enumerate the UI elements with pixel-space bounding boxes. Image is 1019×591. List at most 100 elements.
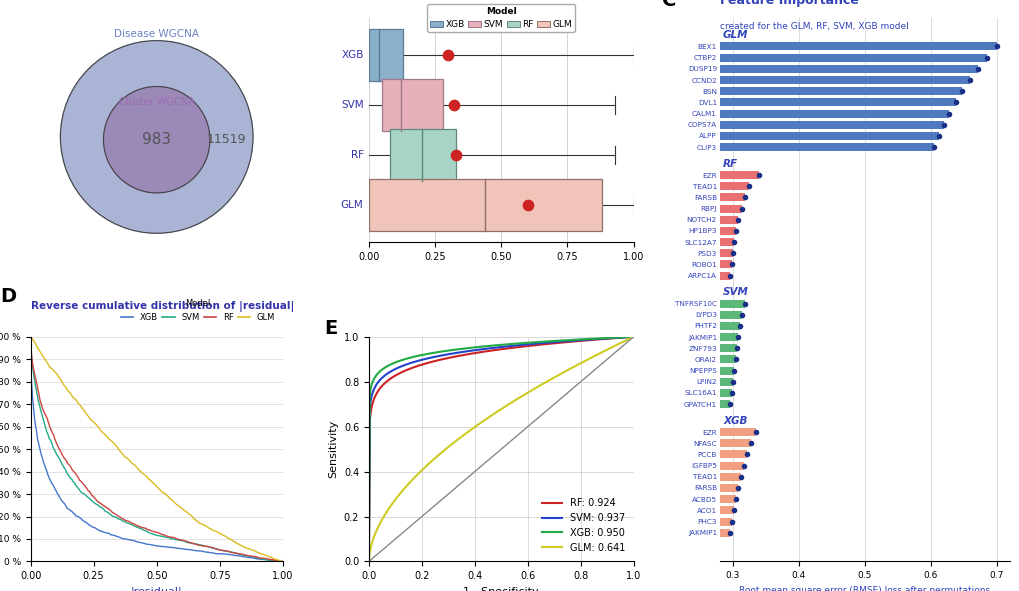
SVM <box>270 557 282 564</box>
Line: XGB: XGB <box>31 337 282 561</box>
Point <box>733 204 749 213</box>
Point <box>730 483 746 493</box>
Bar <box>719 182 749 190</box>
Bar <box>719 76 969 84</box>
Text: 983: 983 <box>142 132 171 147</box>
GLM <box>24 333 37 340</box>
Point <box>739 450 755 459</box>
Text: Reverse cumulative distribution of |residual|: Reverse cumulative distribution of |resi… <box>31 301 293 312</box>
X-axis label: Root mean square error (RMSE) loss after permutations: Root mean square error (RMSE) loss after… <box>739 586 989 591</box>
Bar <box>719 378 733 386</box>
Bar <box>719 121 943 129</box>
Point <box>722 259 739 269</box>
XGB: 0.950: (0.906, 0.995): 0.950: (0.906, 0.995) <box>602 335 614 342</box>
RF <box>270 557 282 564</box>
GLM <box>161 492 173 499</box>
Text: Disease WGCNA: Disease WGCNA <box>114 29 199 39</box>
XGB: 0.950: (0.00334, 0.741): 0.950: (0.00334, 0.741) <box>364 391 376 398</box>
Text: Cluster WGCNA: Cluster WGCNA <box>118 97 195 107</box>
XGB <box>146 541 158 548</box>
Text: created for the GLM, RF, SVM, XGB model: created for the GLM, RF, SVM, XGB model <box>719 22 908 31</box>
Bar <box>719 439 751 447</box>
RF: 0.924: (0.595, 0.958): 0.924: (0.595, 0.958) <box>520 343 532 350</box>
Point <box>723 517 740 526</box>
Bar <box>719 366 734 375</box>
Bar <box>719 506 734 514</box>
Point <box>721 271 738 280</box>
Text: XGB: XGB <box>722 416 747 426</box>
Line: XGB: 0.950: XGB: 0.950 <box>369 337 633 561</box>
SVM: 0.937: (0.00334, 0.682): 0.937: (0.00334, 0.682) <box>364 405 376 412</box>
SVM: 0.937: (0.906, 0.993): 0.937: (0.906, 0.993) <box>602 335 614 342</box>
Point <box>941 109 957 118</box>
SVM <box>161 534 173 541</box>
Point <box>961 75 977 85</box>
Bar <box>719 132 937 140</box>
Point <box>726 366 742 375</box>
Point <box>947 98 963 107</box>
RF: 0.924: (0.906, 0.992): 0.924: (0.906, 0.992) <box>602 335 614 342</box>
X-axis label: |residual|: |residual| <box>130 587 182 591</box>
Bar <box>719 322 740 330</box>
Point <box>732 321 748 330</box>
Bar <box>719 54 985 61</box>
Bar <box>719 143 933 151</box>
Line: RF: RF <box>31 337 282 561</box>
Bar <box>719 484 738 492</box>
Bar <box>719 238 734 246</box>
Legend: XGB, SVM, RF, GLM: XGB, SVM, RF, GLM <box>117 296 278 325</box>
Bar <box>719 87 961 95</box>
Circle shape <box>60 41 253 233</box>
Text: RF: RF <box>351 150 363 160</box>
Point <box>736 193 752 202</box>
Text: SVM: SVM <box>340 100 363 110</box>
RF: 0.924: (0.612, 0.96): 0.924: (0.612, 0.96) <box>525 342 537 349</box>
Bar <box>719 462 744 470</box>
RF: 0.924: (0.00334, 0.626): 0.924: (0.00334, 0.626) <box>364 417 376 424</box>
Text: RF: RF <box>722 159 738 169</box>
SVM <box>174 537 186 544</box>
XGB <box>144 541 156 548</box>
Bar <box>719 227 736 235</box>
XGB <box>275 558 287 565</box>
RF: 0.924: (0.843, 0.986): 0.924: (0.843, 0.986) <box>585 336 597 343</box>
Point <box>519 200 535 210</box>
Bar <box>719 193 744 202</box>
Point <box>440 50 457 60</box>
Bar <box>719 311 742 319</box>
Bar <box>719 65 977 73</box>
Point <box>987 42 1004 51</box>
Text: E: E <box>324 319 337 338</box>
Text: 11519: 11519 <box>207 133 246 146</box>
Point <box>747 427 763 437</box>
Point <box>977 53 994 63</box>
Bar <box>719 529 730 537</box>
Point <box>721 400 738 409</box>
Bar <box>719 171 758 179</box>
Point <box>750 170 766 180</box>
Point <box>734 310 750 320</box>
Point <box>727 355 743 364</box>
Point <box>728 343 744 353</box>
XGB: 0.950: (0.592, 0.973): 0.950: (0.592, 0.973) <box>519 339 531 346</box>
Bar <box>719 216 738 224</box>
Text: C: C <box>661 0 676 9</box>
GLM: 0.641: (0.00334, 0.0411): 0.641: (0.00334, 0.0411) <box>364 548 376 556</box>
SVM: 0.937: (1, 1): 0.937: (1, 1) <box>627 333 639 340</box>
SVM: 0.937: (0.843, 0.989): 0.937: (0.843, 0.989) <box>585 336 597 343</box>
GLM <box>270 556 282 563</box>
Line: GLM: 0.641: GLM: 0.641 <box>369 337 633 561</box>
Point <box>445 100 462 110</box>
Point <box>728 495 744 504</box>
Text: GLM: GLM <box>340 200 363 210</box>
GLM: 0.641: (0.906, 0.946): 0.641: (0.906, 0.946) <box>602 345 614 352</box>
Line: SVM: 0.937: SVM: 0.937 <box>369 337 633 561</box>
SVM: 0.937: (0.612, 0.968): 0.937: (0.612, 0.968) <box>525 340 537 348</box>
XGB: 0.950: (0, 0): 0.950: (0, 0) <box>363 558 375 565</box>
RF <box>174 537 186 544</box>
SVM: 0.937: (0, 0): 0.937: (0, 0) <box>363 558 375 565</box>
RF <box>146 528 158 535</box>
Point <box>728 226 744 236</box>
Point <box>934 120 951 129</box>
Bar <box>719 518 732 525</box>
